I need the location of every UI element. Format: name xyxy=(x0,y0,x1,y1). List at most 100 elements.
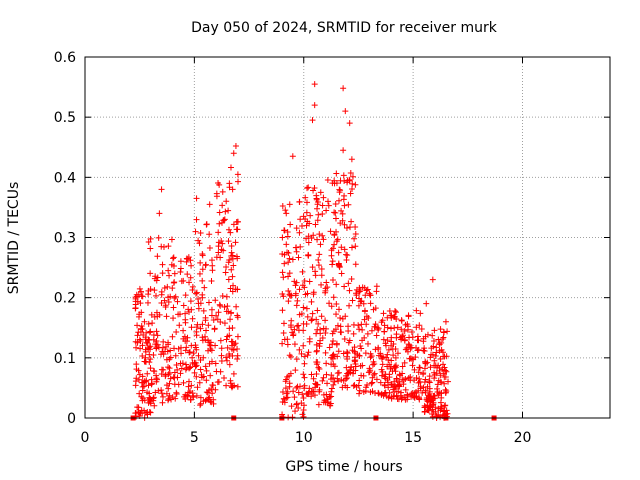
data-point xyxy=(154,274,161,281)
data-point xyxy=(432,353,439,360)
data-point xyxy=(195,305,202,312)
y-tick-label: 0.4 xyxy=(54,170,76,186)
data-point xyxy=(197,402,204,409)
data-point xyxy=(416,375,423,382)
data-point xyxy=(304,313,311,320)
data-point xyxy=(332,209,339,216)
data-point xyxy=(147,286,154,293)
data-point xyxy=(219,293,226,300)
data-point xyxy=(345,280,352,287)
data-point xyxy=(406,355,413,362)
data-point xyxy=(392,368,399,375)
data-point xyxy=(182,319,189,326)
data-point xyxy=(149,320,156,327)
data-point xyxy=(193,332,200,339)
data-point xyxy=(306,385,313,392)
data-point xyxy=(152,341,159,348)
data-point xyxy=(160,244,167,251)
data-point xyxy=(197,259,204,266)
data-point xyxy=(404,392,411,399)
data-point xyxy=(417,310,424,317)
data-point xyxy=(392,354,399,361)
data-point xyxy=(192,363,199,370)
data-point xyxy=(438,403,445,410)
data-point xyxy=(174,374,181,381)
data-point xyxy=(150,336,157,343)
data-point xyxy=(411,377,418,384)
data-point xyxy=(160,338,167,345)
data-point xyxy=(371,360,378,367)
data-point xyxy=(228,243,235,250)
data-point xyxy=(165,397,172,404)
data-point xyxy=(300,327,307,334)
data-point xyxy=(171,369,178,376)
data-point xyxy=(193,392,200,399)
data-point xyxy=(408,329,415,336)
data-point xyxy=(426,379,433,386)
data-point xyxy=(232,340,239,347)
data-point xyxy=(225,207,232,214)
data-point xyxy=(153,292,160,299)
data-point xyxy=(301,360,308,367)
data-point xyxy=(330,294,337,301)
data-point xyxy=(335,378,342,385)
data-point xyxy=(316,365,323,372)
data-point xyxy=(346,120,353,127)
data-point xyxy=(281,260,288,267)
data-point xyxy=(315,401,322,408)
data-point xyxy=(185,378,192,385)
data-point xyxy=(187,363,194,370)
data-point xyxy=(440,329,447,336)
data-point xyxy=(284,336,291,343)
data-point xyxy=(139,387,146,394)
data-point xyxy=(207,372,214,379)
data-point xyxy=(202,317,209,324)
data-point xyxy=(222,269,229,276)
data-point xyxy=(281,227,288,234)
data-point xyxy=(404,323,411,330)
data-point xyxy=(331,378,338,385)
data-point xyxy=(234,383,241,390)
data-point xyxy=(286,380,293,387)
data-point xyxy=(311,81,318,88)
data-point xyxy=(302,215,309,222)
data-point xyxy=(159,270,166,277)
data-point xyxy=(314,217,321,224)
data-point xyxy=(356,390,363,397)
data-point xyxy=(188,342,195,349)
data-point xyxy=(368,327,375,334)
data-point xyxy=(310,187,317,194)
data-point xyxy=(319,377,326,384)
data-point xyxy=(333,281,340,288)
data-point xyxy=(307,212,314,219)
data-point xyxy=(386,374,393,381)
data-point xyxy=(333,341,340,348)
data-point xyxy=(356,295,363,302)
data-point xyxy=(133,344,140,351)
data-point xyxy=(367,300,374,307)
data-point xyxy=(313,361,320,368)
data-point xyxy=(301,382,308,389)
data-point xyxy=(300,371,307,378)
data-point xyxy=(343,353,350,360)
data-point xyxy=(315,262,322,269)
data-point xyxy=(193,216,200,223)
data-point xyxy=(333,238,340,245)
data-point xyxy=(230,370,237,377)
data-point xyxy=(301,284,308,291)
data-point xyxy=(220,247,227,254)
data-point xyxy=(362,350,369,357)
data-point xyxy=(317,326,324,333)
data-point xyxy=(170,262,177,269)
data-point xyxy=(229,352,236,359)
data-point xyxy=(147,400,154,407)
data-point xyxy=(365,369,372,376)
data-point xyxy=(213,312,220,319)
data-point xyxy=(188,324,195,331)
data-point xyxy=(380,392,387,399)
data-point xyxy=(173,329,180,336)
data-point xyxy=(373,332,380,339)
data-point xyxy=(424,359,431,366)
data-point xyxy=(322,399,329,406)
